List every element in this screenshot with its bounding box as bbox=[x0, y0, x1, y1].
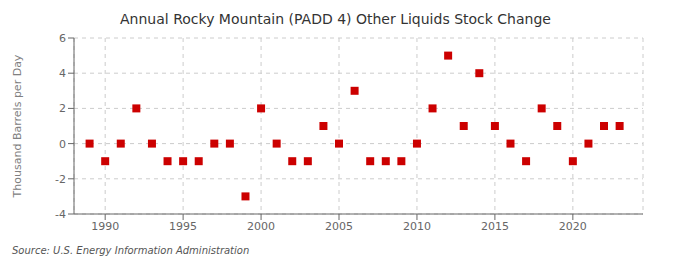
html-text:Source: U.S. Energy Informatio: Source: U.S. Energy Information Administ… bbox=[12, 245, 250, 256]
svg-text:2010: 2010 bbox=[403, 220, 431, 233]
svg-text:1990: 1990 bbox=[91, 220, 119, 233]
svg-text:Thousand Barrels per Day: Thousand Barrels per Day bbox=[11, 54, 24, 198]
svg-text:2015: 2015 bbox=[481, 220, 509, 233]
svg-text:-2: -2 bbox=[55, 173, 66, 186]
svg-text:6: 6 bbox=[59, 32, 66, 45]
svg-text:1995: 1995 bbox=[169, 220, 197, 233]
svg-text:4: 4 bbox=[59, 67, 66, 80]
svg-text:2000: 2000 bbox=[247, 220, 275, 233]
svg-text:0: 0 bbox=[59, 138, 66, 151]
html-text:Annual Rocky Mountain (PADD 4): Annual Rocky Mountain (PADD 4) Other Liq… bbox=[120, 11, 551, 27]
svg-text:2: 2 bbox=[59, 102, 66, 115]
svg-text:-4: -4 bbox=[55, 208, 66, 221]
svg-text:2020: 2020 bbox=[559, 220, 587, 233]
svg-text:2005: 2005 bbox=[325, 220, 353, 233]
